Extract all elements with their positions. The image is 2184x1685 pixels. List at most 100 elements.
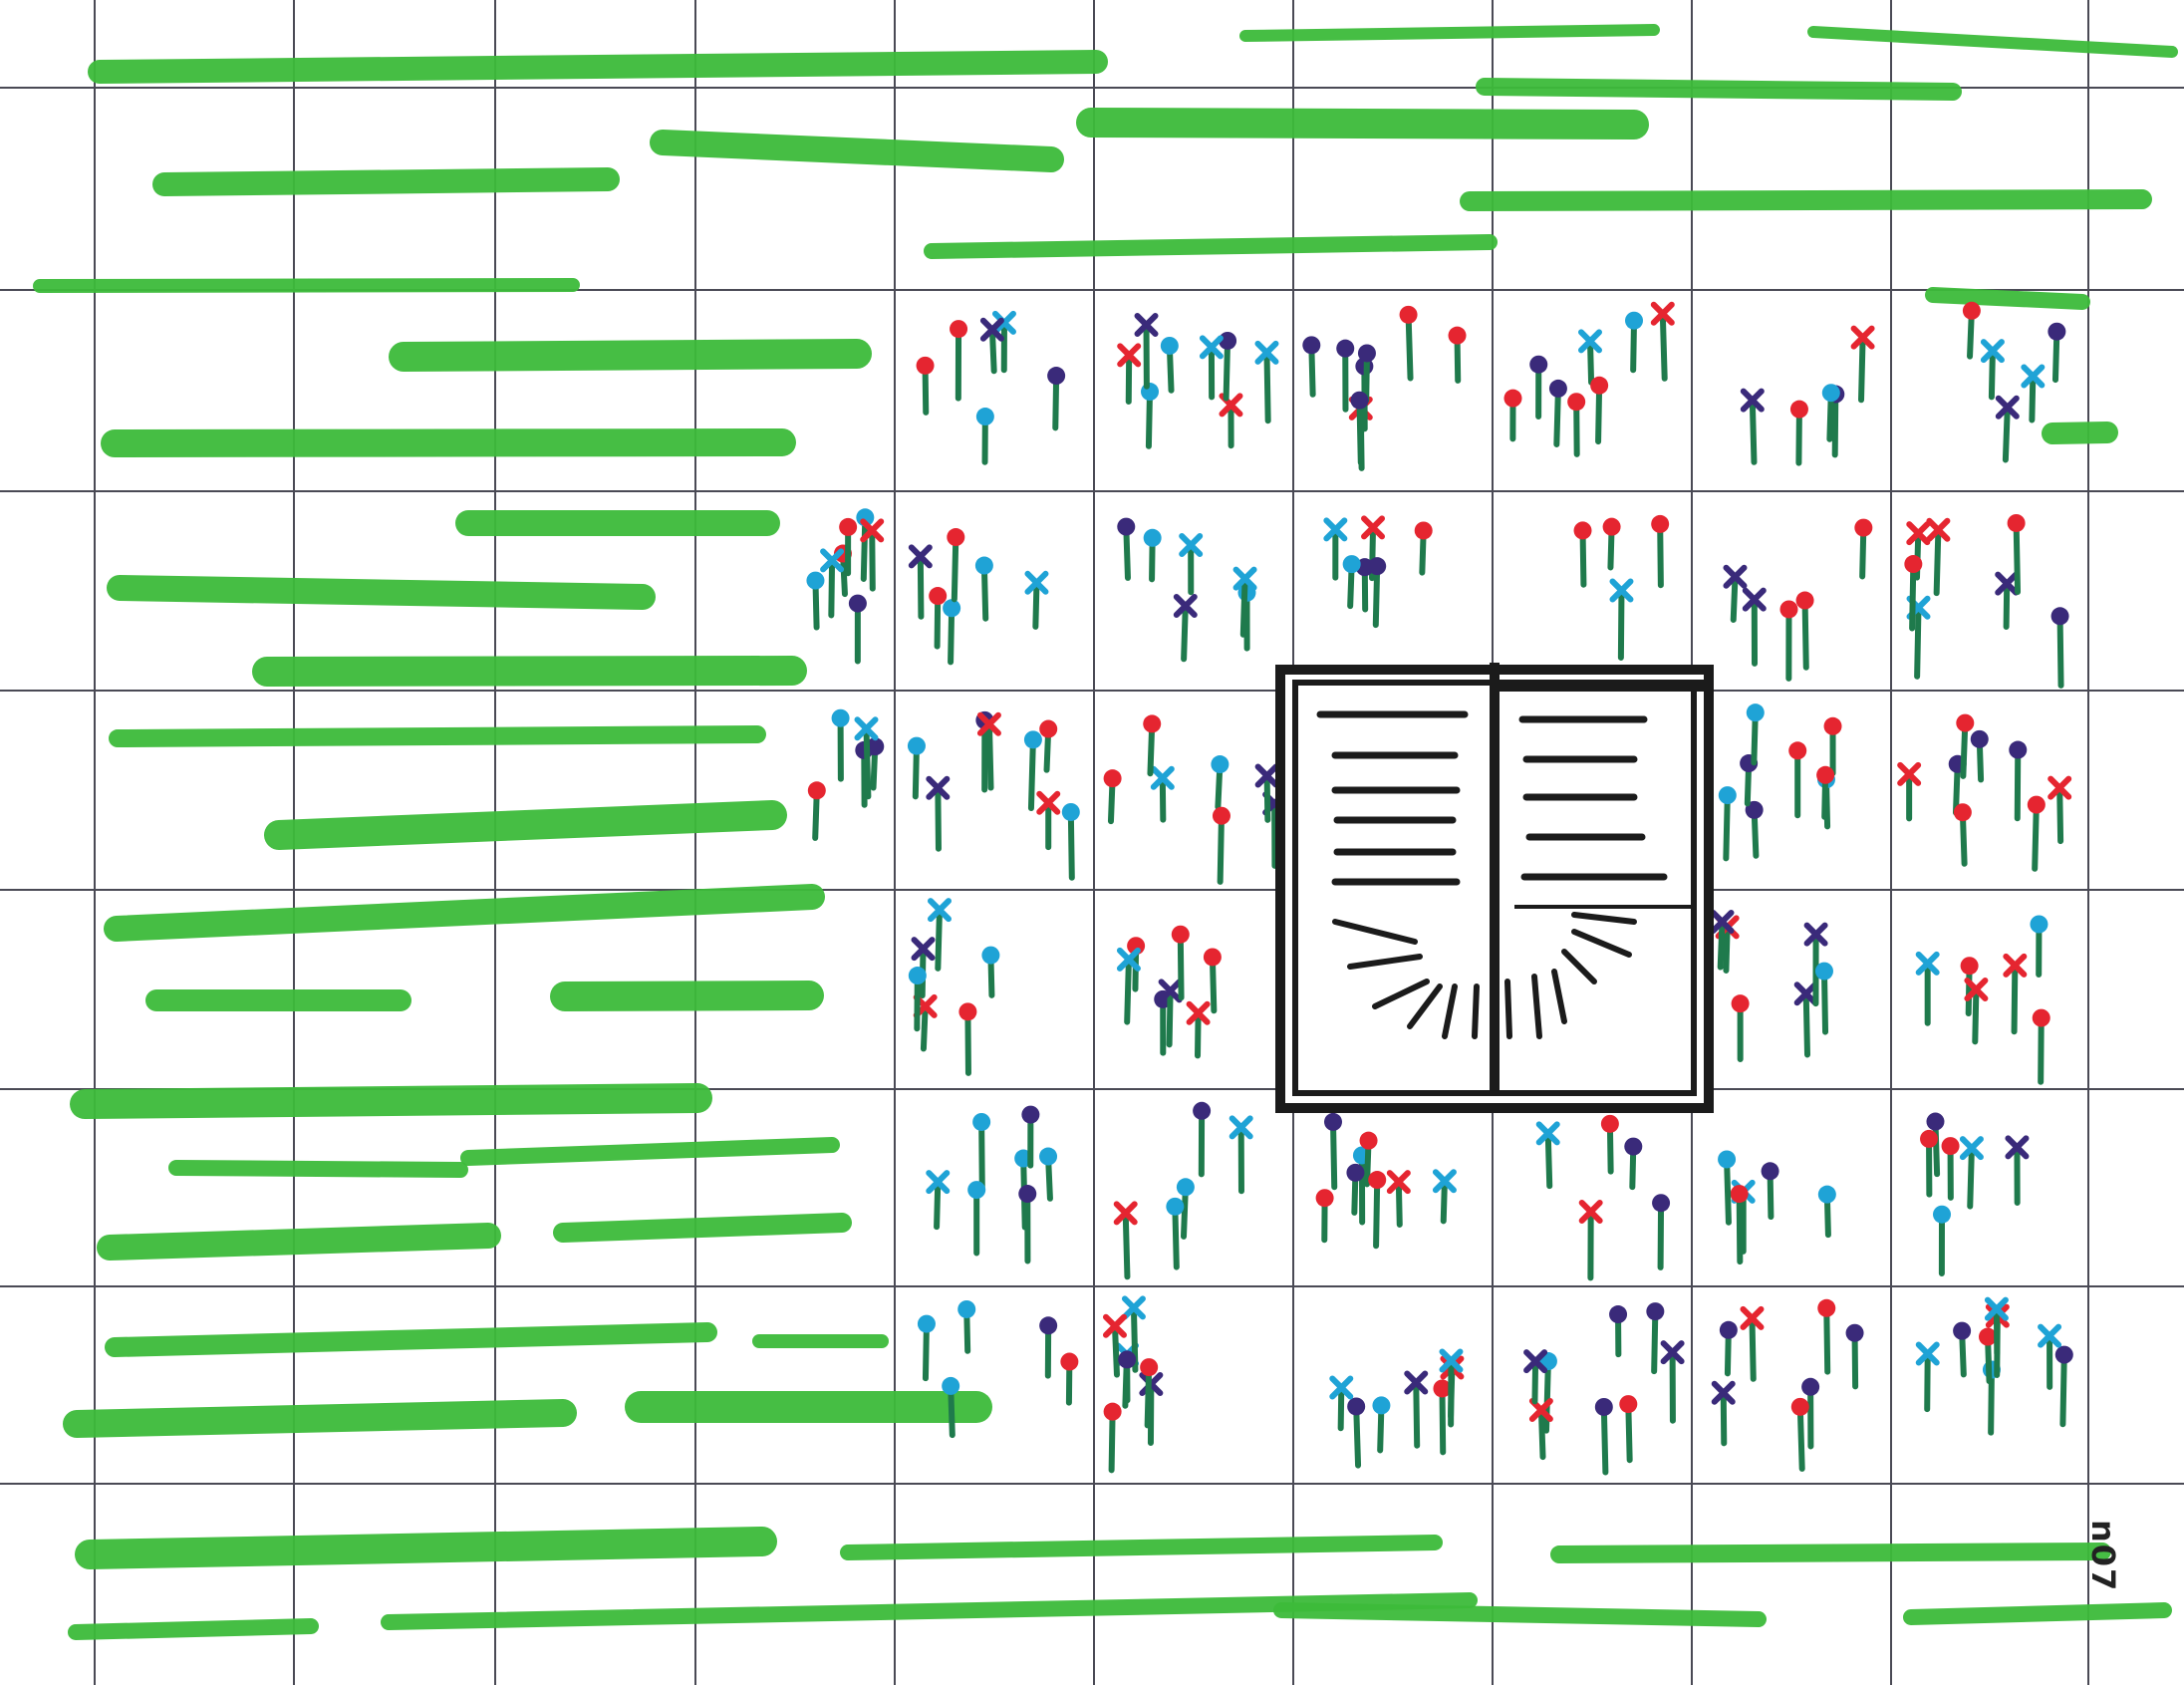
flower-icon: [1660, 1340, 1685, 1424]
flower-head: [1232, 566, 1257, 591]
flower-icon: [1920, 1129, 1939, 1198]
flower-head: [1609, 1305, 1628, 1324]
flower-stem: [922, 1320, 930, 1382]
flower-icon: [908, 967, 927, 1032]
grass-stroke: [168, 1160, 468, 1178]
flower-head: [2054, 1345, 2073, 1364]
grass-stroke: [1807, 26, 2178, 58]
flower-head: [1964, 977, 1989, 1001]
flower-stem: [1553, 385, 1561, 447]
flower-icon: [1817, 1298, 1836, 1375]
flower-icon: [2054, 1345, 2073, 1428]
flower-head: [1023, 730, 1042, 749]
flower-stem: [1595, 382, 1603, 445]
flower-head: [1817, 1298, 1836, 1317]
flower-stem: [1544, 1130, 1553, 1190]
flower-stem: [1032, 579, 1040, 630]
flower-icon: [1060, 1352, 1079, 1406]
flower-head: [1723, 564, 1748, 589]
flower-stem: [1858, 334, 1866, 404]
flower-stem: [863, 725, 872, 800]
grass-stroke: [264, 800, 787, 850]
flower-head: [807, 781, 826, 800]
flower-head: [1193, 1101, 1212, 1120]
flower-icon: [820, 548, 845, 619]
flower-head: [907, 736, 926, 755]
flower-head: [1790, 1397, 1809, 1416]
flower-head: [1793, 982, 1818, 1006]
flower-head: [1803, 922, 1828, 947]
flower-head: [1984, 1296, 2009, 1321]
flower-icon: [1323, 517, 1348, 581]
flower-icon: [1150, 765, 1175, 823]
flower-stem: [2056, 613, 2064, 689]
flower-icon: [1742, 587, 1767, 667]
flower-icon: [1915, 951, 1940, 1026]
flower-head: [1315, 1189, 1334, 1208]
flower-head: [1906, 521, 1931, 546]
flower-icon: [1789, 400, 1808, 466]
flower-icon: [1995, 395, 2020, 463]
flower-stem: [1724, 1156, 1732, 1226]
flower-head: [1254, 763, 1279, 788]
flower-head: [1823, 716, 1842, 735]
flower-icon: [1212, 806, 1230, 885]
flower-icon: [1594, 1397, 1613, 1476]
flower-head: [991, 310, 1016, 335]
book-ray: [1472, 983, 1480, 1039]
flower-icon: [974, 556, 993, 622]
flower-field: [806, 301, 2073, 1476]
grass-stroke: [553, 1213, 852, 1243]
flower-head: [1926, 517, 1951, 542]
flower-stem: [1659, 310, 1668, 382]
flower-icon: [1134, 313, 1159, 390]
flower-head: [1368, 1171, 1387, 1190]
flower-icon: [1897, 761, 1922, 822]
book-ray: [1504, 979, 1512, 1039]
flower-icon: [1021, 1105, 1040, 1169]
flower-head: [1535, 1121, 1560, 1146]
flower-stem: [1405, 311, 1414, 382]
flower-head: [1357, 344, 1376, 363]
flower-icon: [1193, 1101, 1212, 1178]
flower-head: [1529, 355, 1548, 374]
grass-stroke: [97, 1223, 501, 1261]
flower-head: [1590, 376, 1609, 395]
flower-head: [1779, 600, 1798, 619]
flower-stem: [985, 720, 994, 791]
flower-head: [1047, 367, 1066, 386]
flower-stem: [1730, 573, 1739, 623]
flower-head: [1166, 1197, 1185, 1216]
flower-head: [1651, 514, 1670, 533]
flower-icon: [1850, 325, 1875, 404]
flower-icon: [1718, 786, 1737, 862]
flower-icon: [926, 1170, 951, 1231]
flower-icon: [950, 320, 968, 402]
flower-head: [1116, 947, 1141, 972]
flower-head: [927, 898, 952, 923]
flower-stem: [964, 1008, 971, 1076]
flower-icon: [1956, 713, 1975, 779]
flower-stem: [1372, 563, 1381, 629]
flower-stem: [1625, 1401, 1633, 1464]
flower-head: [1061, 802, 1080, 821]
flower-icon: [1199, 335, 1224, 401]
flower-head: [1141, 383, 1160, 402]
flower-icon: [957, 1299, 976, 1354]
flower-stem: [828, 557, 836, 619]
flower-icon: [1573, 521, 1592, 588]
flower-icon: [1203, 948, 1222, 1014]
grass-stroke: [63, 1399, 577, 1438]
flower-icon: [1962, 301, 1981, 360]
flower-icon: [839, 517, 858, 577]
flower-stem: [1195, 1009, 1202, 1059]
flower-head: [972, 1112, 991, 1131]
book-ray: [1561, 949, 1597, 984]
flower-icon: [2021, 364, 2046, 423]
flower-head: [1021, 1105, 1040, 1124]
flower-icon: [975, 408, 994, 465]
flower-stem: [1967, 1145, 1975, 1210]
flower-icon: [1324, 1112, 1343, 1191]
flower-head: [1143, 714, 1162, 733]
